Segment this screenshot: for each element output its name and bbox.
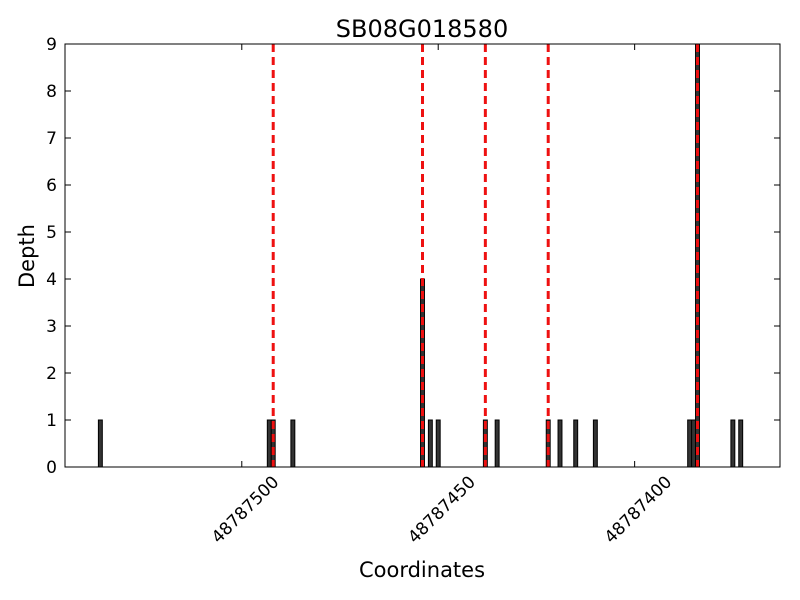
bar xyxy=(97,419,103,468)
bar xyxy=(290,419,296,468)
chart-title: SB08G018580 xyxy=(336,15,508,43)
x-axis-label: Coordinates xyxy=(359,558,485,582)
y-tick-label: 0 xyxy=(46,458,57,478)
y-tick-label: 5 xyxy=(46,223,57,243)
y-tick-label: 3 xyxy=(46,317,57,337)
bar xyxy=(687,419,693,468)
plot-frame xyxy=(64,43,781,468)
bar xyxy=(266,419,272,468)
bar xyxy=(730,419,736,468)
bar xyxy=(592,419,598,468)
y-axis-label: Depth xyxy=(15,224,39,288)
bar xyxy=(427,419,433,468)
y-tick-label: 9 xyxy=(46,35,57,55)
y-tick-label: 4 xyxy=(46,270,57,290)
bar xyxy=(738,419,744,468)
bar xyxy=(691,419,697,468)
y-tick-label: 8 xyxy=(46,82,57,102)
bar xyxy=(573,419,579,468)
y-tick-label: 1 xyxy=(46,411,57,431)
bar xyxy=(435,419,441,468)
bar xyxy=(557,419,563,468)
y-tick-label: 7 xyxy=(46,129,57,149)
bar xyxy=(494,419,500,468)
y-tick-label: 6 xyxy=(46,176,57,196)
y-tick-label: 2 xyxy=(46,364,57,384)
